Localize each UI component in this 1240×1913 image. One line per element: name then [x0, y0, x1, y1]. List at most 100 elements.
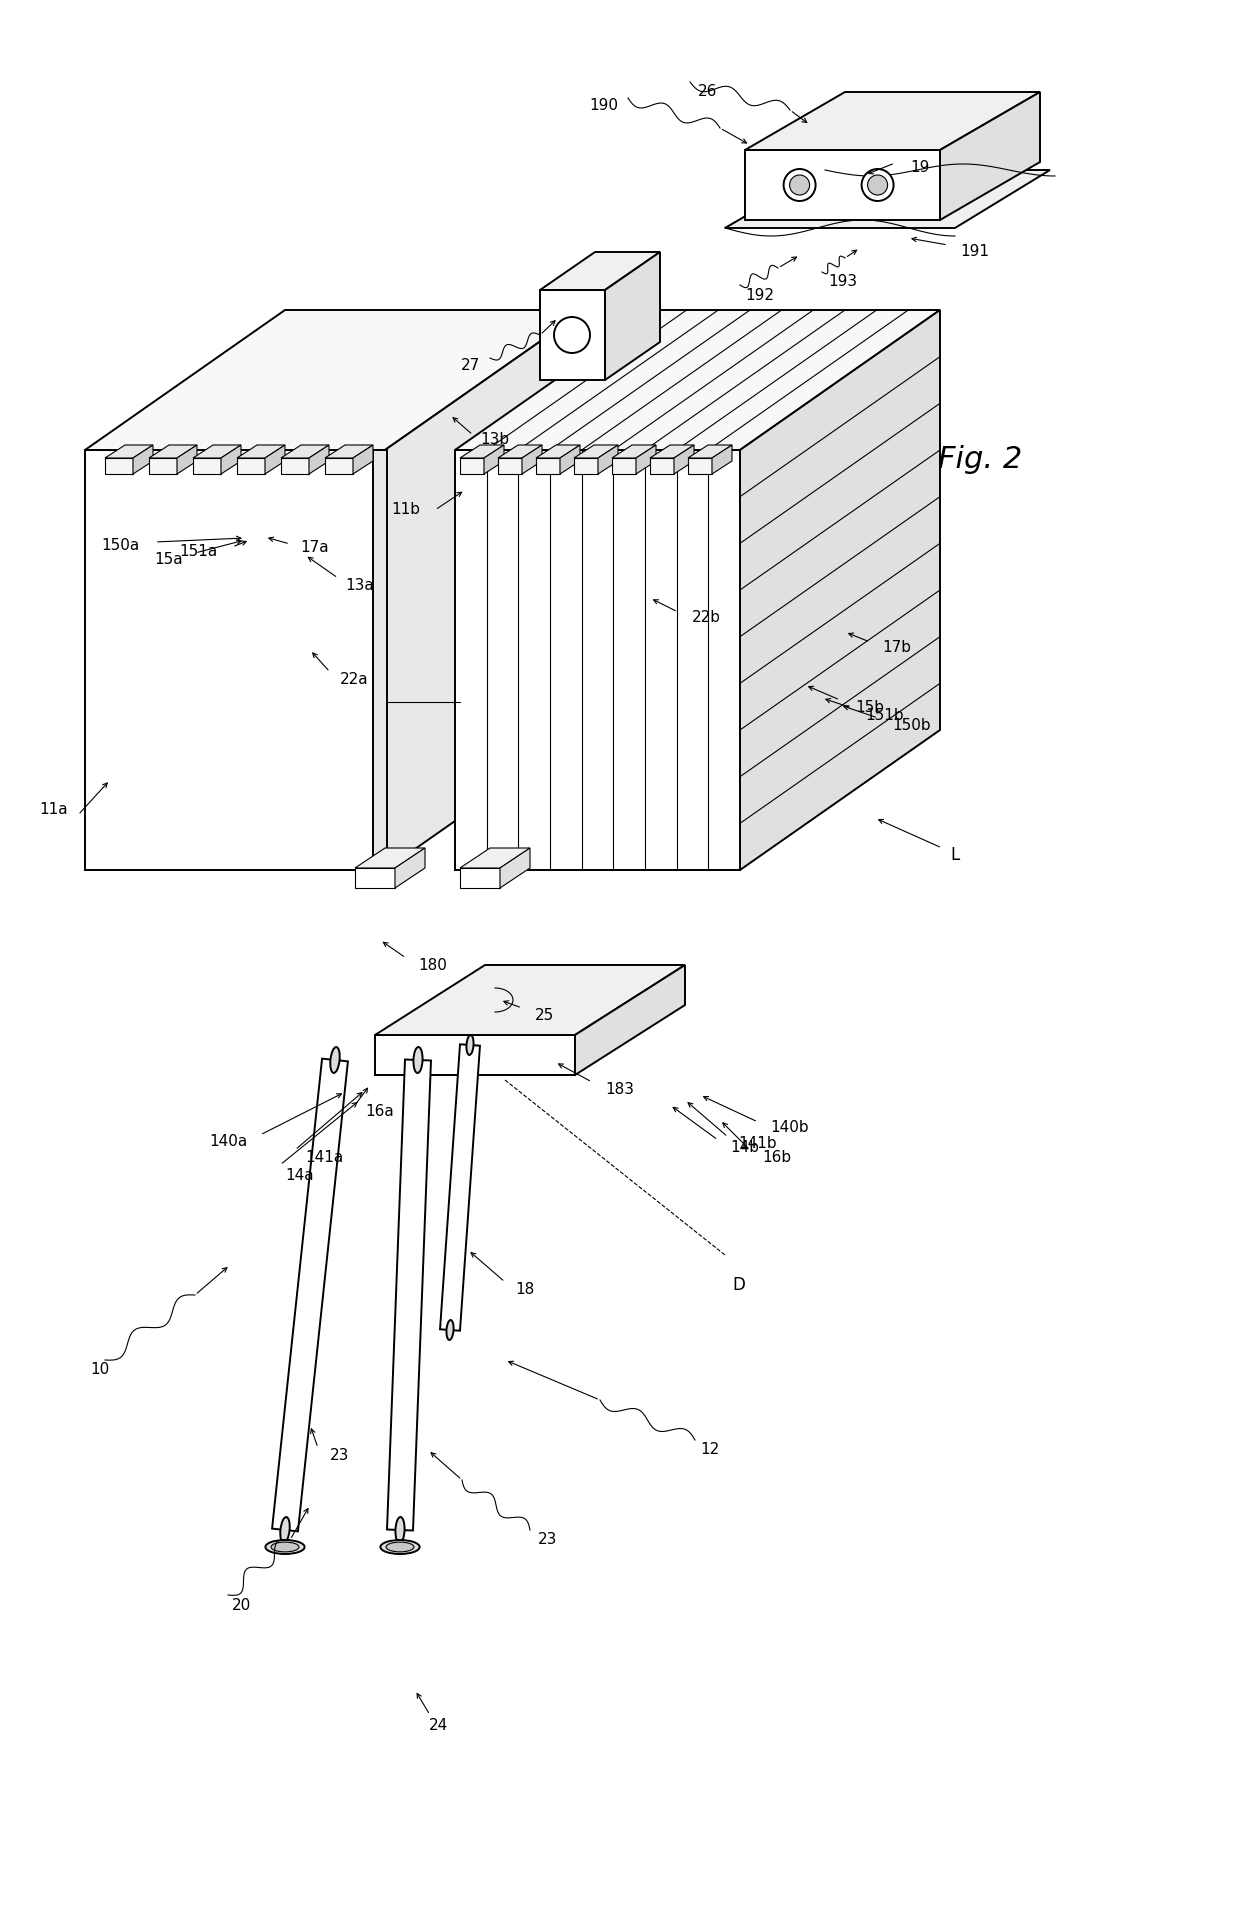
Polygon shape: [455, 310, 940, 450]
Text: 27: 27: [461, 358, 480, 373]
Polygon shape: [745, 149, 940, 220]
Circle shape: [868, 174, 888, 195]
Text: 10: 10: [91, 1362, 109, 1377]
Text: 151a: 151a: [180, 545, 218, 559]
Ellipse shape: [446, 1320, 454, 1339]
Polygon shape: [539, 291, 605, 381]
Polygon shape: [237, 446, 285, 457]
Polygon shape: [574, 457, 598, 474]
Polygon shape: [86, 450, 384, 870]
Polygon shape: [105, 457, 133, 474]
Text: 15b: 15b: [856, 700, 884, 715]
Text: 14b: 14b: [730, 1140, 759, 1155]
Text: 20: 20: [232, 1597, 252, 1613]
Text: 11b: 11b: [391, 503, 420, 518]
Polygon shape: [387, 1060, 432, 1530]
Polygon shape: [86, 310, 585, 450]
Text: L: L: [950, 846, 960, 865]
Text: 26: 26: [698, 84, 718, 99]
Polygon shape: [193, 457, 221, 474]
Text: 16b: 16b: [763, 1150, 791, 1165]
Polygon shape: [396, 847, 425, 888]
Polygon shape: [455, 450, 740, 870]
Polygon shape: [281, 457, 309, 474]
Polygon shape: [355, 869, 396, 888]
Polygon shape: [636, 446, 656, 474]
Text: D: D: [732, 1276, 745, 1293]
Polygon shape: [149, 446, 197, 457]
Text: 191: 191: [960, 245, 990, 260]
Text: 19: 19: [910, 161, 929, 176]
Polygon shape: [105, 446, 153, 457]
Polygon shape: [598, 446, 618, 474]
Polygon shape: [281, 446, 329, 457]
Polygon shape: [272, 1058, 348, 1532]
Polygon shape: [500, 847, 529, 888]
Text: 22b: 22b: [692, 610, 720, 626]
Text: 192: 192: [745, 287, 774, 302]
Polygon shape: [725, 170, 1050, 228]
Polygon shape: [325, 446, 373, 457]
Text: 151b: 151b: [866, 708, 904, 723]
Polygon shape: [265, 446, 285, 474]
Text: 13a: 13a: [345, 578, 373, 593]
Circle shape: [790, 174, 810, 195]
Text: 193: 193: [828, 274, 857, 289]
Text: 183: 183: [605, 1083, 634, 1098]
Polygon shape: [460, 847, 529, 869]
Ellipse shape: [466, 1035, 474, 1054]
Polygon shape: [374, 964, 684, 1035]
Ellipse shape: [413, 1046, 423, 1073]
Polygon shape: [353, 446, 373, 474]
Polygon shape: [149, 457, 177, 474]
Ellipse shape: [272, 1542, 299, 1551]
Polygon shape: [221, 446, 241, 474]
Polygon shape: [650, 446, 694, 457]
Text: 22a: 22a: [340, 673, 368, 687]
Polygon shape: [574, 446, 618, 457]
Polygon shape: [325, 457, 353, 474]
Polygon shape: [498, 457, 522, 474]
Text: 18: 18: [515, 1282, 534, 1297]
Polygon shape: [460, 869, 500, 888]
Polygon shape: [613, 446, 656, 457]
Text: 23: 23: [538, 1532, 557, 1548]
Polygon shape: [536, 457, 560, 474]
Polygon shape: [384, 310, 585, 870]
Text: 13b: 13b: [480, 432, 510, 448]
Text: 190: 190: [589, 98, 618, 113]
Ellipse shape: [396, 1517, 404, 1544]
Text: Fig. 2: Fig. 2: [937, 446, 1022, 474]
Polygon shape: [237, 457, 265, 474]
Text: 11a: 11a: [40, 802, 68, 817]
Polygon shape: [536, 446, 580, 457]
Polygon shape: [193, 446, 241, 457]
Circle shape: [784, 168, 816, 201]
Polygon shape: [460, 457, 484, 474]
Polygon shape: [309, 446, 329, 474]
Text: 141b: 141b: [738, 1136, 776, 1150]
Polygon shape: [355, 847, 425, 869]
Text: 140b: 140b: [770, 1121, 808, 1136]
Circle shape: [862, 168, 894, 201]
Text: 180: 180: [418, 958, 446, 972]
Polygon shape: [745, 92, 1040, 149]
Text: 150b: 150b: [892, 717, 931, 733]
Text: 17a: 17a: [300, 541, 329, 555]
Ellipse shape: [381, 1540, 419, 1553]
Polygon shape: [740, 310, 940, 870]
Polygon shape: [605, 253, 660, 381]
Polygon shape: [688, 446, 732, 457]
Polygon shape: [940, 92, 1040, 220]
Polygon shape: [650, 457, 675, 474]
Polygon shape: [522, 446, 542, 474]
Text: 25: 25: [534, 1008, 554, 1023]
Polygon shape: [373, 450, 387, 870]
Text: 12: 12: [701, 1442, 719, 1458]
Polygon shape: [613, 457, 636, 474]
Ellipse shape: [386, 1542, 414, 1551]
Polygon shape: [575, 964, 684, 1075]
Text: 140a: 140a: [210, 1134, 248, 1150]
Text: 14a: 14a: [285, 1167, 314, 1182]
Ellipse shape: [280, 1517, 290, 1544]
